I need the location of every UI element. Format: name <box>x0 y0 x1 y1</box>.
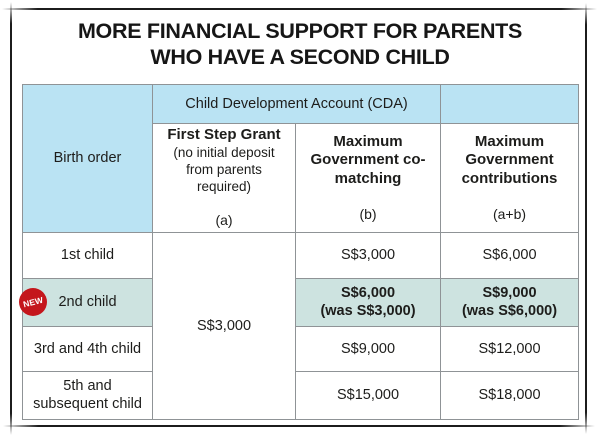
header-first-step-title: First Step Grant <box>167 126 281 143</box>
co-matching-cell: S$15,000 <box>295 370 441 420</box>
header-cda-group: Child Development Account (CDA) <box>152 84 441 124</box>
frame-bottom-line <box>3 425 595 427</box>
value: S$9,000 <box>340 340 396 357</box>
contributions-cell: S$12,000 <box>440 325 579 372</box>
contributions-cell: S$6,000 <box>440 231 579 279</box>
new-badge: NEW <box>19 288 47 317</box>
financial-support-table: Birth order Child Development Account (C… <box>19 84 579 420</box>
value: S$15,000 <box>336 387 400 404</box>
header-co-matching: Maximum Government co-matching (b) <box>295 123 441 233</box>
frame-top-line <box>2 8 597 10</box>
page-title-line1: MORE FINANCIAL SUPPORT FOR PARENTS <box>77 19 523 43</box>
value: S$9,000 <box>482 285 537 302</box>
value: S$18,000 <box>478 387 541 404</box>
birth-order-label: 2nd child <box>58 294 117 311</box>
value: S$6,000 <box>340 285 396 302</box>
header-contributions: Maximum Government contributions (a+b) <box>440 123 579 233</box>
value: S$6,000 <box>482 247 537 264</box>
first-step-grant-value-cell: S$3,000 <box>152 231 296 420</box>
header-first-step-note: (no initial deposit from parents require… <box>173 144 275 194</box>
table-row-highlighted: NEW 2nd child S$6,000 (was S$3,000) S$9,… <box>19 277 579 327</box>
birth-order-cell: 5th and subsequent child <box>22 370 153 420</box>
header-empty-cell <box>440 84 579 124</box>
co-matching-cell: S$9,000 <box>295 325 441 372</box>
co-matching-cell: S$6,000 (was S$3,000) <box>295 277 441 327</box>
previous-value: (was S$3,000) <box>320 303 416 320</box>
header-birth-order: Birth order <box>22 84 153 233</box>
frame-right-line <box>585 3 587 434</box>
header-contributions-title: Maximum Government contributions <box>461 132 558 188</box>
contributions-cell: S$9,000 (was S$6,000) <box>440 277 579 327</box>
previous-value: (was S$6,000) <box>461 303 558 320</box>
co-matching-cell: S$3,000 <box>295 231 441 279</box>
birth-order-cell: 3rd and 4th child <box>22 325 153 372</box>
birth-order-cell: 1st child <box>22 231 153 279</box>
header-co-matching-title: Maximum Government co-matching <box>310 132 426 188</box>
page-title-line2: WHO HAVE A SECOND CHILD <box>150 44 450 69</box>
table-row: 5th and subsequent child S$15,000 S$18,0… <box>22 370 579 420</box>
header-co-matching-key: (b) <box>359 205 377 222</box>
contributions-cell: S$18,000 <box>440 370 579 420</box>
new-badge-label: NEW <box>21 294 45 310</box>
header-contributions-key: (a+b) <box>492 205 527 222</box>
page-title: MORE FINANCIAL SUPPORT FOR PARENTS WHO H… <box>30 19 570 71</box>
frame-left-line <box>10 2 12 435</box>
header-first-step-grant: First Step Grant (no initial deposit fro… <box>152 123 296 233</box>
header-first-step-key: (a) <box>215 212 233 229</box>
value: S$12,000 <box>478 340 541 357</box>
table-row: 1st child S$3,000 S$3,000 S$6,000 <box>22 231 579 420</box>
value: S$3,000 <box>340 247 396 264</box>
birth-order-cell: NEW 2nd child <box>19 277 153 327</box>
table-row: 3rd and 4th child S$9,000 S$12,000 <box>22 325 579 372</box>
